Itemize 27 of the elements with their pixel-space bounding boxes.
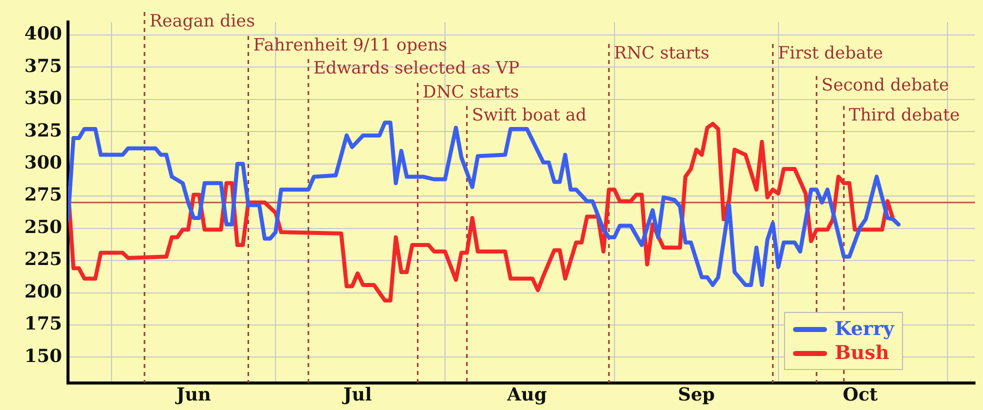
ref-line-label: Fahrenheit 9/11 opens [253, 35, 448, 56]
x-tick-label: Oct [842, 384, 878, 406]
y-tick-label: 325 [24, 120, 62, 142]
ref-line-label: Reagan dies [149, 11, 255, 32]
ref-line-label: DNC starts [422, 82, 519, 102]
x-tick-label: Jul [341, 384, 372, 406]
legend-label: Bush [834, 342, 890, 364]
x-tick-label: Aug [506, 384, 548, 406]
ref-line-label: Edwards selected as VP [313, 58, 520, 78]
y-tick-label: 250 [24, 216, 62, 238]
y-tick-label: 300 [24, 152, 62, 174]
y-tick-label: 200 [24, 281, 62, 302]
legend-label: Kerry [834, 318, 894, 340]
ref-line-label: RNC starts [614, 43, 710, 64]
ref-line-label: Second debate [822, 75, 950, 96]
y-tick-label: 400 [24, 24, 62, 45]
ref-line-label: First debate [778, 43, 884, 64]
x-tick-label: Jun [174, 384, 212, 406]
y-tick-label: 175 [24, 314, 62, 335]
x-tick-label: Sep [678, 384, 715, 406]
ref-line-label: Third debate [848, 105, 960, 126]
y-tick-label: 375 [24, 56, 62, 77]
ref-line-label: Swift boat ad [472, 105, 587, 126]
y-tick-label: 275 [24, 184, 62, 206]
y-tick-label: 225 [24, 249, 62, 270]
y-tick-label: 350 [24, 88, 62, 110]
y-tick-label: 150 [24, 346, 62, 367]
